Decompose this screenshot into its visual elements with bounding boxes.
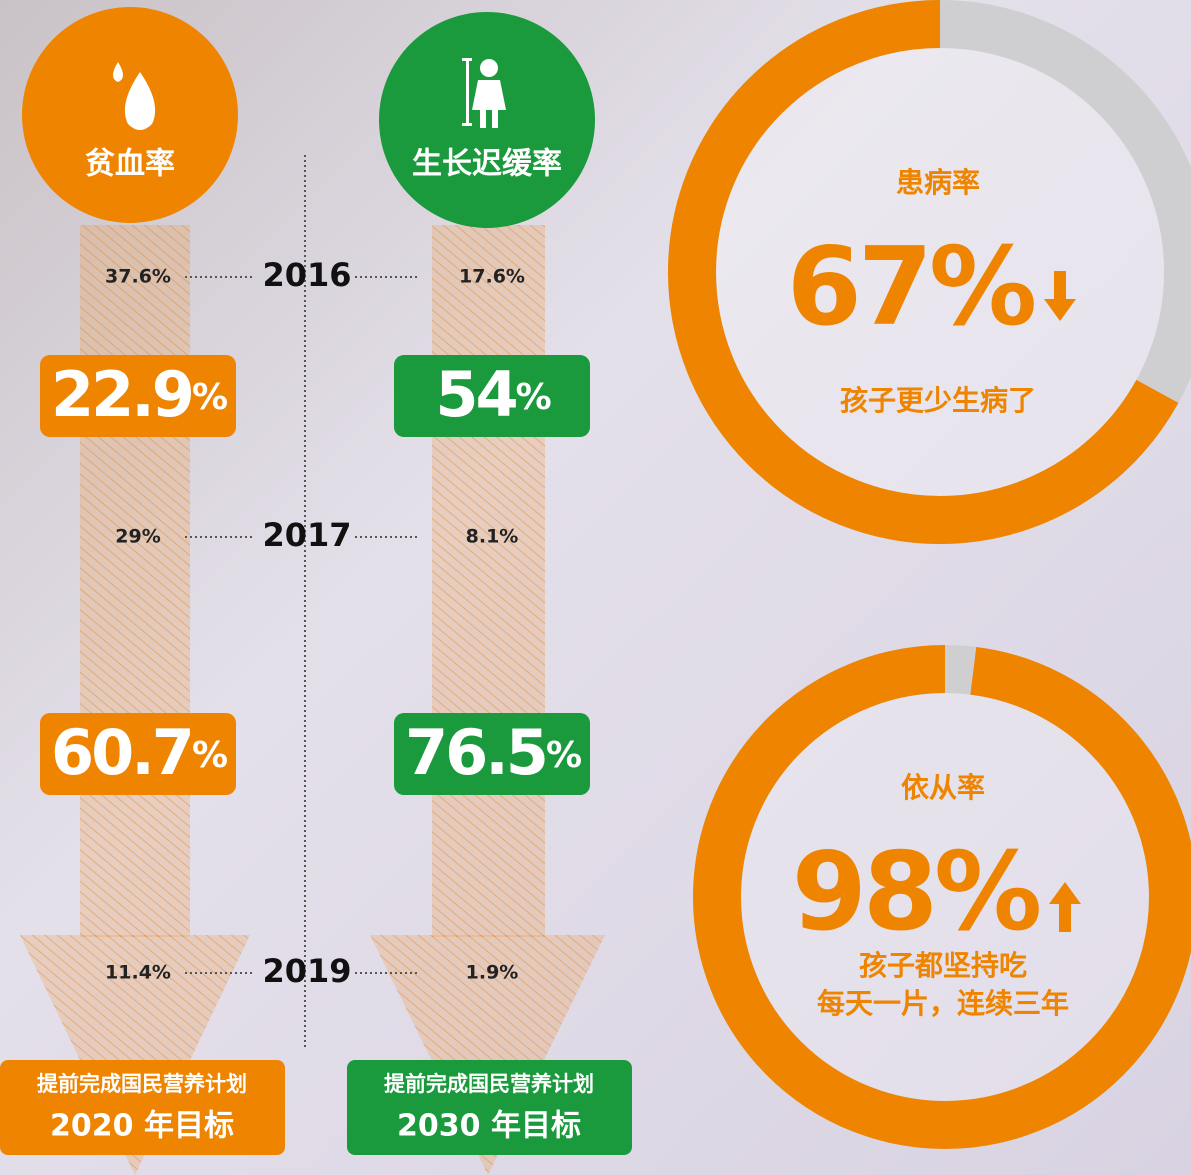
year: 2019 [262,952,351,990]
left-arrow [20,225,250,1175]
badge [40,713,236,795]
child-icon [462,58,506,128]
goal-line1: 提前完成国民营养计划 [384,1072,594,1096]
badge [40,355,236,437]
row-value: 11.4% [105,962,171,984]
goal-line2: 2020 年目标 [50,1109,234,1144]
badge [394,713,590,795]
badge-number: 76.5 [405,716,546,789]
badge-unit: % [546,735,581,776]
column-title: 贫血率 [85,147,175,182]
ring-title: 患病率 [896,166,980,199]
ring-arc [693,645,1191,1149]
trend-arrow [1049,882,1081,932]
ring-caption: 孩子更少生病了 [840,384,1036,417]
year: 2016 [262,256,351,294]
ring-caption: 孩子都坚持吃 [859,949,1027,982]
goal-box [347,1060,632,1155]
ring-arc [668,0,1191,544]
right-circle [379,12,595,228]
ring-label: 67% [787,225,1034,350]
row-value: 29% [115,526,160,548]
ring-title: 依从率 [901,771,985,804]
drop-icon [113,62,156,130]
row-value: 17.6% [459,266,525,288]
row-value: 1.9% [466,962,519,984]
goal-line1: 提前完成国民营养计划 [37,1072,247,1096]
badge-text: 22.9% [51,358,227,431]
badge-number: 60.7 [51,716,192,789]
badge [394,355,590,437]
badge-text: 76.5% [405,716,581,789]
goal-line2: 2030 年目标 [397,1109,581,1144]
ring-label: 98% [792,830,1039,955]
column-title: 生长迟缓率 [412,147,562,182]
row-value: 8.1% [466,526,519,548]
badge-unit: % [192,735,227,776]
badge-number: 22.9 [51,358,192,431]
year: 2017 [262,516,351,554]
goal-box [0,1060,285,1155]
badge-text: 54% [435,358,550,431]
row-value: 37.6% [105,266,171,288]
badge-text: 60.7% [51,716,227,789]
ring-caption: 每天一片，连续三年 [817,987,1069,1020]
badge-number: 54 [435,358,516,431]
badge-unit: % [192,377,227,418]
badge-unit: % [516,377,551,418]
trend-arrow [1044,271,1076,321]
right-arrow [370,225,605,1175]
